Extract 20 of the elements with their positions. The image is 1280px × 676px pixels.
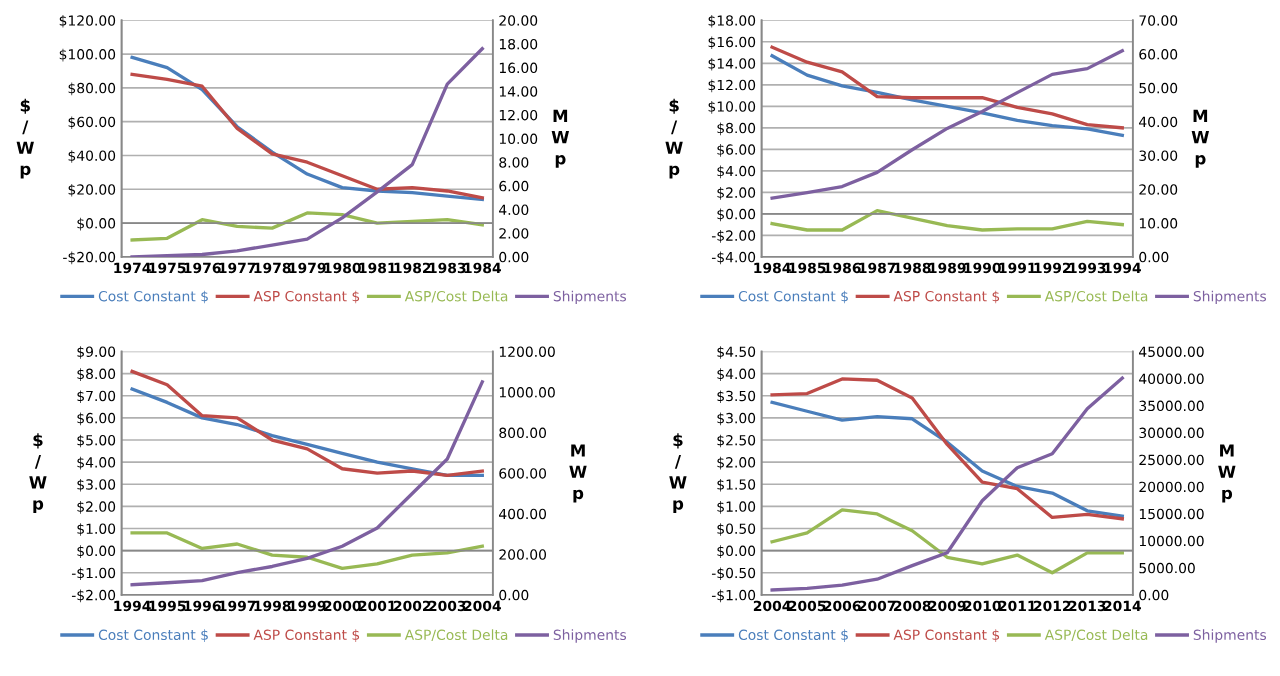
line-series <box>130 380 484 587</box>
y2-axis-title: MWp <box>1218 444 1236 503</box>
y2-axis-title: MWp <box>569 444 587 503</box>
line-series <box>130 47 484 257</box>
y2-axis-title: MWp <box>1191 109 1210 168</box>
line-series <box>770 377 1124 521</box>
line-series <box>770 376 1124 592</box>
line-series <box>770 400 1124 518</box>
line-series <box>770 508 1124 575</box>
line-series <box>130 369 484 478</box>
y-axis-title: $/Wp <box>29 433 47 514</box>
line-series <box>770 49 1124 200</box>
y-axis-title: $/Wp <box>669 433 687 514</box>
line-series <box>770 208 1124 232</box>
y-axis-title: $/Wp <box>665 98 683 179</box>
line-series <box>130 387 484 478</box>
y2-axis-title: MWp <box>551 109 570 168</box>
line-series <box>130 211 484 242</box>
line-series <box>130 531 484 570</box>
y-axis-title: $/Wp <box>16 98 34 179</box>
